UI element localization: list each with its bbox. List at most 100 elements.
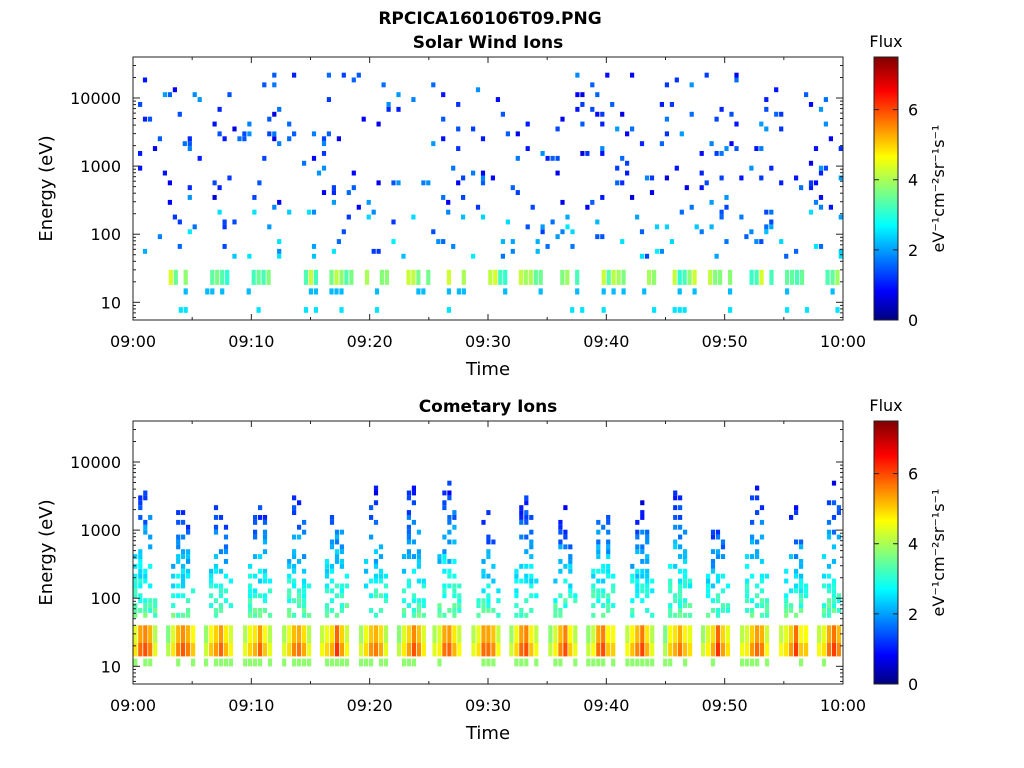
data-cell [664, 116, 669, 122]
data-cell [442, 568, 447, 574]
colorbar-gradient [873, 420, 899, 685]
data-cell [213, 515, 219, 520]
data-cell [524, 625, 529, 643]
data-cell [476, 603, 481, 608]
data-cell [339, 643, 344, 657]
data-cell [804, 588, 809, 594]
data-cell [373, 500, 379, 506]
heatmap-cells [138, 72, 843, 313]
data-cell [168, 269, 173, 285]
data-cell [673, 598, 678, 604]
data-cell [218, 603, 224, 608]
data-cell [148, 603, 153, 608]
data-cell [789, 643, 794, 657]
data-cell [456, 180, 461, 186]
colorbar-tick-label: 2 [908, 605, 918, 624]
data-cell [307, 625, 312, 643]
data-cell [745, 578, 750, 584]
data-cell [176, 559, 181, 564]
data-cell [500, 239, 505, 244]
data-cell [143, 490, 148, 496]
data-cell [441, 136, 446, 142]
data-cell [247, 131, 252, 137]
data-cell [416, 625, 421, 643]
data-cell [481, 598, 486, 604]
data-cell [177, 219, 182, 225]
data-cell [292, 534, 297, 540]
data-cell [176, 573, 181, 579]
data-cell [311, 131, 317, 137]
data-cell [344, 625, 349, 643]
data-cell [799, 185, 804, 191]
data-cell [640, 598, 645, 604]
data-cell [596, 588, 601, 594]
data-cell [821, 573, 827, 579]
data-cell [591, 593, 596, 599]
data-cell [364, 625, 369, 643]
data-cell [764, 126, 769, 132]
data-cell [779, 126, 784, 132]
data-cell [334, 583, 340, 589]
data-cell [302, 612, 307, 618]
data-cell [148, 643, 153, 657]
data-cell [447, 480, 452, 486]
data-cell [720, 554, 726, 559]
data-cell [759, 625, 765, 643]
data-cell [818, 244, 824, 249]
data-cell [243, 625, 248, 643]
data-cell [545, 155, 550, 161]
data-cell [799, 539, 804, 545]
data-cell [750, 539, 755, 545]
data-cell [635, 578, 640, 584]
data-cell [635, 643, 640, 657]
data-cell [710, 625, 716, 643]
data-cell [246, 288, 251, 295]
data-cell [498, 269, 503, 285]
data-cell [441, 116, 446, 122]
data-cell [442, 500, 447, 506]
data-cell [371, 209, 376, 215]
data-cell [476, 643, 481, 657]
data-cell [831, 593, 837, 599]
data-cell [331, 199, 336, 205]
data-cell [831, 603, 837, 608]
data-cell [505, 219, 510, 225]
data-cell [558, 625, 563, 643]
y-tick-label: 10 [101, 293, 121, 312]
data-cell [213, 643, 219, 657]
data-cell [529, 539, 534, 545]
data-cell [755, 593, 760, 599]
data-cell [334, 612, 340, 618]
data-cell [391, 180, 396, 186]
data-cell [830, 288, 835, 295]
data-cell [329, 288, 334, 295]
data-cell [784, 578, 789, 584]
data-cell [821, 625, 827, 643]
data-cell [818, 204, 824, 210]
data-cell [457, 643, 462, 657]
data-cell [654, 248, 660, 254]
data-cell [600, 195, 605, 200]
data-cell [248, 573, 253, 579]
data-cell [652, 307, 657, 313]
data-cell [755, 539, 760, 545]
data-cell [764, 603, 770, 608]
data-cell [446, 288, 451, 295]
data-cell [674, 165, 679, 171]
data-cell [258, 578, 263, 584]
colorbar-tick-label: 6 [908, 101, 918, 120]
data-cell [659, 141, 664, 147]
data-cell [267, 658, 273, 667]
data-cell [514, 603, 519, 608]
data-cell [759, 643, 765, 657]
data-cell [600, 234, 605, 240]
data-cell [471, 625, 476, 643]
data-cell [764, 106, 769, 112]
data-cell [548, 643, 553, 657]
data-cell [586, 625, 591, 643]
data-cell [406, 539, 411, 545]
data-cell [818, 195, 824, 200]
data-cell [356, 204, 361, 210]
data-cell [585, 204, 590, 210]
data-cell [524, 598, 529, 604]
